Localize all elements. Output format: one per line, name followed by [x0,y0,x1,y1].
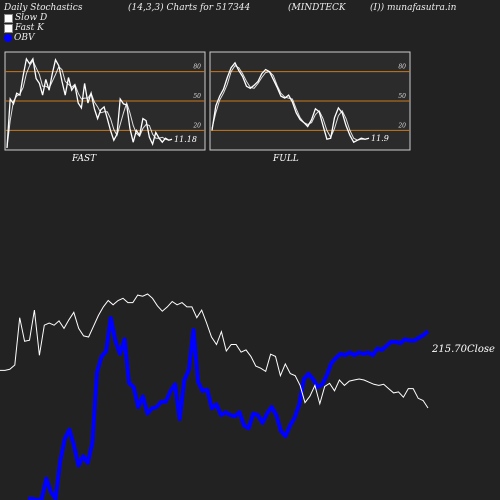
obv-line [28,316,430,500]
fast-level-label-80: 80 [193,64,201,71]
legend-item-slow-d: Slow D [4,13,47,23]
obv-swatch [4,34,12,42]
fast-series-slow-d [6,59,173,149]
legend-label-slow-d: Slow D [15,13,48,23]
chart-title: Daily Stochastics [4,3,83,13]
full-level-label-50: 50 [398,93,406,100]
last-price-label: 215.70Close [431,344,495,355]
chart-params: (14,3,3) Charts for 517344 [128,3,251,13]
full-panel-title: FULL [272,154,299,164]
legend-label-fast-k: Fast K [15,23,44,33]
slow-d-swatch [4,13,13,23]
fast-last-value-label: 11.18 [174,135,197,144]
chart-exchange: (I)) munafasutra.in [370,3,457,13]
full-last-value-label: 11.9 [371,134,389,143]
full-level-label-80: 80 [398,64,406,71]
legend-label-obv: OBV [14,33,35,43]
chart-symbol: (MINDTECK [288,3,346,13]
fast-k-swatch [4,23,13,33]
legend-item-fast-k: Fast K [4,23,44,33]
price-line [0,293,429,409]
full-level-label-20: 20 [397,122,406,129]
fast-panel-title: FAST [71,154,97,164]
fast-level-label-50: 50 [193,93,201,100]
legend-item-obv: OBV [4,33,35,43]
fast-level-label-20: 20 [192,122,201,129]
full-series-slow-d [211,65,370,141]
fast-series-fast-k [6,57,173,149]
